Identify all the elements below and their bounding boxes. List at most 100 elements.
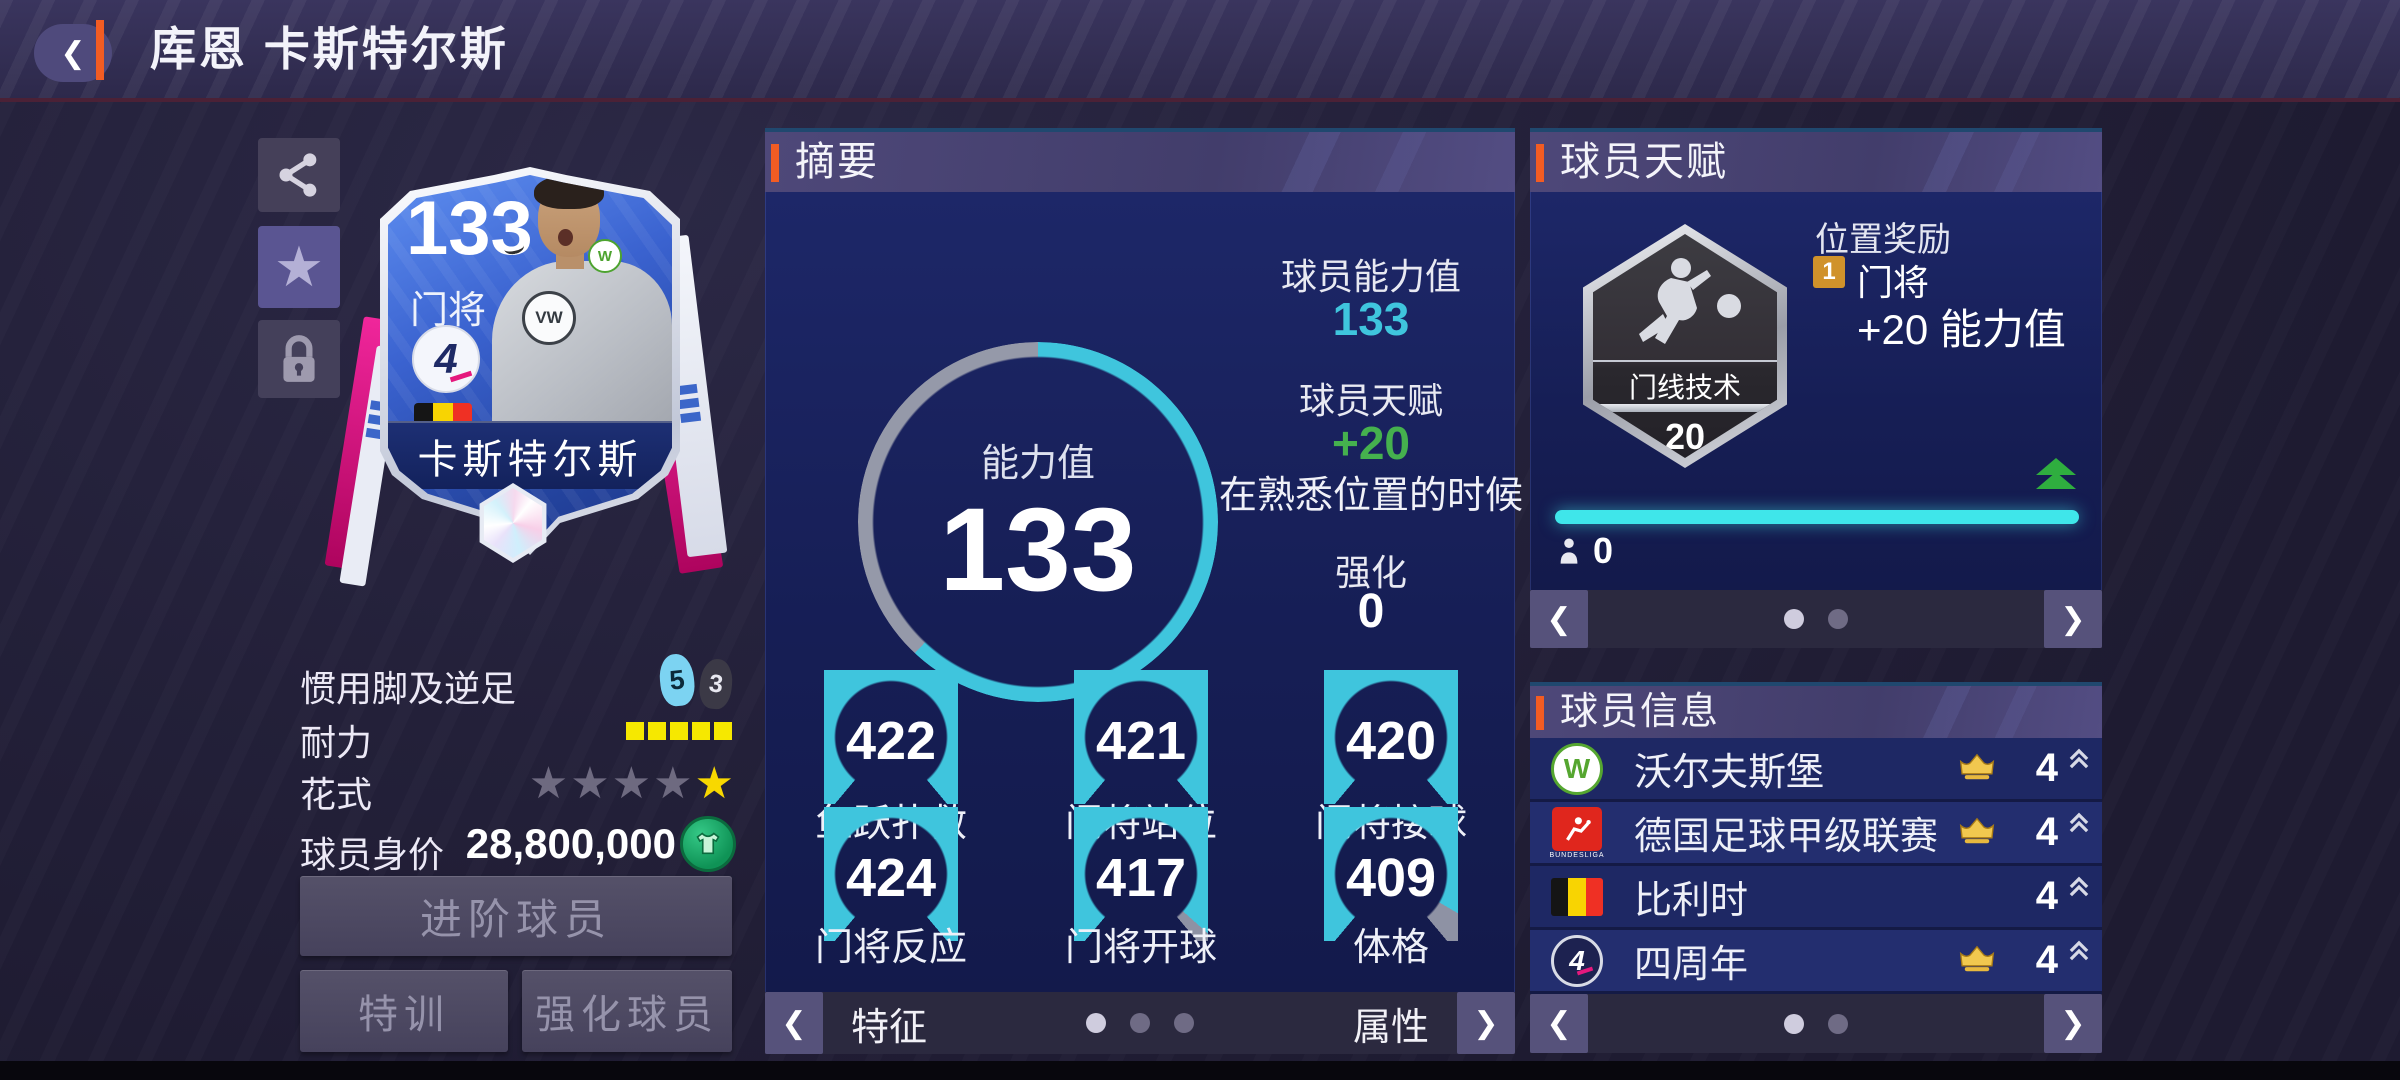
summary-next-button[interactable]: ❯ (1457, 992, 1515, 1054)
info-row-league[interactable]: BUNDESLIGA 德国足球甲级联赛 4 (1530, 802, 2102, 866)
jersey-swoosh-icon (502, 239, 526, 256)
summary-details: 球员能力值 133 球员天赋 +20 在熟悉位置的时候 强化 0 (1219, 192, 1523, 992)
info-prev-button[interactable]: ❮ (1530, 994, 1588, 1053)
badge-skill-level: 20 (1664, 416, 1706, 457)
anniversary-logo-icon: 4 (1551, 934, 1603, 987)
gauge-label: 门将开球 (1064, 927, 1217, 969)
double-chevron-up-icon (2066, 746, 2092, 777)
talent-prev-button[interactable]: ❮ (1530, 590, 1588, 648)
upgrade-chevron-icon (2036, 458, 2076, 498)
info-row-label: 沃尔夫斯堡 (1634, 752, 1825, 794)
boost-value: 0 (1357, 585, 1385, 638)
info-pager: ❮ ❯ (1530, 994, 2102, 1053)
info-row-value: 4 (2035, 874, 2058, 918)
talent-value: +20 (1331, 417, 1411, 469)
info-row-value: 4 (2035, 810, 2058, 854)
card-name-band: 卡斯特尔斯 (388, 421, 672, 489)
info-row-label: 四周年 (1634, 944, 1749, 986)
prev-chevron-icon: ❮ (781, 1006, 807, 1040)
double-chevron-up-icon (2066, 938, 2092, 969)
info-header: 球员信息 (1530, 682, 2102, 738)
info-next-button[interactable]: ❯ (2044, 994, 2102, 1053)
gauge-arc (824, 807, 958, 941)
info-row-value: 4 (2035, 938, 2058, 982)
transfer-shirt-icon (680, 816, 736, 872)
summary-panel: 摘要 能力值 133 球员能力值 133 球员天赋 +20 在熟悉位置的时候 强… (765, 128, 1523, 1054)
belgium-flag-icon (1551, 877, 1603, 916)
prev-chevron-icon: ❮ (1546, 602, 1572, 636)
ability-label: 球员能力值 (1280, 256, 1461, 297)
ability-ring (858, 342, 1218, 702)
stamina-label: 耐力 (300, 722, 373, 763)
bonus-effect: +20 能力值 (1857, 306, 2066, 353)
info-row-value: 4 (2035, 746, 2058, 790)
boost-count: 0 (1593, 530, 1614, 571)
favorite-button[interactable]: ★ (258, 226, 340, 308)
talent-body: 门线技术 20 位置奖励 1 门将 +20 能力值 0 (1530, 192, 2102, 590)
talent-panel: 球员天赋 门线技术 2 (1530, 128, 2102, 648)
card-player-name: 卡斯特尔斯 (417, 438, 643, 482)
bonus-rank-badge: 1 (1813, 256, 1845, 288)
wolfsburg-logo-icon: W (1551, 742, 1603, 795)
next-chevron-icon: ❯ (2060, 1007, 2086, 1040)
pager-right-label[interactable]: 属性 (1352, 1006, 1429, 1049)
info-row-program[interactable]: 4 四周年 4 (1530, 930, 2102, 994)
boost-count-row: 0 (1557, 530, 1613, 572)
player-info-panel: 球员信息 W 沃尔夫斯堡 4 BUNDESLIGA (1530, 682, 2102, 1053)
gauge-arc (1074, 670, 1208, 804)
player-card[interactable]: 133 门将 4 W VW 卡斯特尔斯 (324, 150, 728, 587)
title-accent-bar (96, 20, 104, 80)
gauge-label: 体格 (1352, 927, 1429, 969)
share-icon (279, 153, 317, 197)
lock-button[interactable] (258, 320, 340, 398)
top-bar: ❮ 库恩 卡斯特尔斯 (0, 0, 2400, 102)
summary-page-dots (765, 992, 1515, 1054)
gauge-value: 424 (845, 848, 937, 908)
talent-badge[interactable]: 门线技术 20 (1583, 224, 1787, 468)
header-accent-bar (771, 144, 779, 182)
crown-icon (1958, 752, 1996, 787)
enhance-player-button[interactable]: 强化球员 (522, 970, 732, 1052)
crown-icon (1958, 944, 1996, 979)
summary-prev-button[interactable]: ❮ (765, 992, 823, 1054)
double-chevron-up-icon (2066, 874, 2092, 905)
bonus-position: 门将 (1857, 262, 1930, 303)
foot-label: 惯用脚及逆足 (300, 668, 517, 709)
gauge-value: 409 (1345, 848, 1437, 908)
talent-title: 球员天赋 (1560, 140, 1728, 184)
star-icon: ★ (273, 235, 325, 298)
info-page-dots (1530, 994, 2102, 1053)
strong-foot-icon: 5 (657, 652, 697, 708)
advance-player-button[interactable]: 进阶球员 (300, 876, 732, 956)
talent-page-dots (1530, 590, 2102, 648)
league-badge-icon: 4 (412, 325, 480, 393)
talent-note: 在熟悉位置的时候 (1218, 475, 1523, 517)
badge-divider (1593, 360, 1777, 362)
skill-stars: ★★★★★ (528, 759, 736, 808)
gauge-arc (1074, 807, 1208, 941)
summary-body: 能力值 133 球员能力值 133 球员天赋 +20 在熟悉位置的时候 强化 0… (765, 192, 1523, 992)
ability-ring-label: 能力值 (980, 442, 1095, 485)
value-label: 球员身价 (300, 834, 445, 875)
attr-row-foot: 惯用脚及逆足 5 3 (300, 652, 740, 711)
info-row-nation[interactable]: 比利时 4 (1530, 866, 2102, 930)
special-training-button[interactable]: 特训 (300, 970, 508, 1052)
jersey-sponsor-icon: VW (522, 291, 576, 345)
next-chevron-icon: ❯ (2060, 602, 2086, 636)
weak-foot-icon: 3 (697, 657, 735, 711)
player-jersey (492, 261, 672, 451)
lock-icon (283, 335, 315, 382)
stamina-meter (626, 722, 732, 740)
position-bonus-title: 位置奖励 (1815, 221, 1951, 259)
attr-row-skill: 花式 ★★★★★ (300, 759, 740, 815)
jersey-crest-icon: W (588, 239, 622, 273)
pager-left-label[interactable]: 特征 (851, 1006, 928, 1049)
talent-next-button[interactable]: ❯ (2044, 590, 2102, 648)
share-button[interactable] (258, 138, 340, 212)
gauge-value: 421 (1095, 711, 1187, 771)
info-title: 球员信息 (1560, 691, 1721, 733)
next-chevron-icon: ❯ (1473, 1006, 1499, 1040)
prev-chevron-icon: ❮ (1546, 1007, 1572, 1040)
gauge-arc (824, 670, 958, 804)
info-row-club[interactable]: W 沃尔夫斯堡 4 (1530, 738, 2102, 802)
